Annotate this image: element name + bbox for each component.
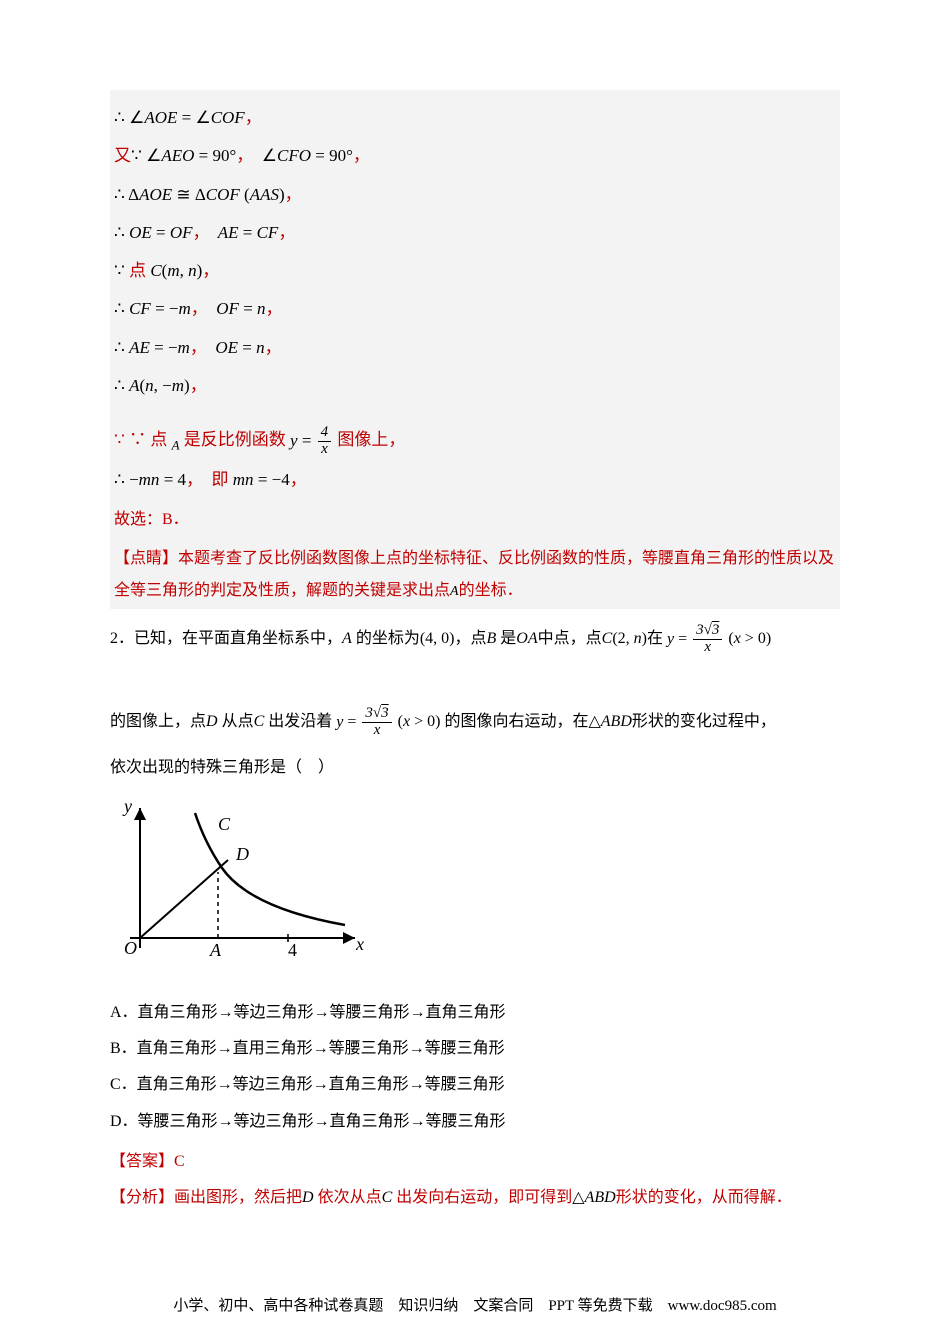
- q2-stem-line2: 的图像上，点D 从点C 出发沿着 y = 3√3x (x > 0) 的图像向右运…: [110, 706, 840, 739]
- q2-stem-line1: 2．已知，在平面直角坐标系中，A 的坐标为(4, 0)，点B 是OA中点，点C(…: [110, 623, 840, 656]
- axis-x-label: x: [355, 934, 364, 954]
- axis-y-label: y: [122, 798, 132, 816]
- origin-label: O: [124, 938, 137, 958]
- frac-den: x: [318, 442, 332, 458]
- proof-line-6: ∴ CF = −m， OF = n，: [114, 293, 836, 325]
- text: 【分析】画出图形，然后把: [110, 1189, 302, 1206]
- point-d-label: D: [235, 844, 249, 864]
- text: 的图像向右运动，在: [444, 713, 588, 730]
- point-c-label: C: [218, 814, 231, 834]
- q2-option-c[interactable]: C．直角三角形→等边三角形→直角三角形→等腰三角形: [110, 1070, 840, 1100]
- text: 形状的变化过程中，: [632, 713, 776, 730]
- proof-block: ∴ ∠AOE = ∠COF， 又∵ ∠AEO = 90°， ∠CFO = 90°…: [110, 90, 840, 609]
- q-number: 2．: [110, 630, 134, 647]
- text: 中点，点: [538, 630, 602, 647]
- q2-stem-line3: 依次出现的特殊三角形是（ ）: [110, 752, 840, 784]
- proof-line-1: ∴ ∠AOE = ∠COF，: [114, 102, 836, 134]
- text: 的坐标为: [356, 630, 420, 647]
- text: 已知，在平面直角坐标系中，: [134, 630, 342, 647]
- q2-answer: 【答案】C: [110, 1147, 840, 1177]
- text: 依次从点: [318, 1189, 382, 1206]
- seg-oa: OA: [516, 630, 537, 647]
- point-d: D: [206, 713, 218, 730]
- proof-line-9: ∵ ∵ 点 A 是反比例函数 y = 4x 图像上，: [114, 424, 836, 458]
- proof-conclusion: 故选：B．: [114, 505, 836, 535]
- page-footer: 小学、初中、高中各种试卷真题 知识归纳 文案合同 PPT 等免费下载 www.d…: [0, 1292, 950, 1321]
- proof-line-5: ∵ 点 C(m, n)，: [114, 255, 836, 287]
- q2-option-b[interactable]: B．直角三角形→直用三角形→等腰三角形→等腰三角形: [110, 1034, 840, 1064]
- text: 图像上，: [337, 430, 405, 449]
- text: 形状的变化，从而得解．: [616, 1189, 792, 1206]
- text: 是反比例函数: [184, 430, 286, 449]
- text: 的坐标．: [459, 582, 523, 599]
- text: 是: [500, 630, 516, 647]
- q2-analysis: 【分析】画出图形，然后把D 依次从点C 出发向右运动，即可得到△ABD形状的变化…: [110, 1182, 840, 1214]
- point-b: B: [487, 630, 497, 647]
- tick-4-label: 4: [288, 940, 297, 960]
- proof-comment: 【点睛】本题考查了反比例函数图像上点的坐标特征、反比例函数的性质，等腰直角三角形…: [114, 543, 836, 607]
- proof-line-2: 又∵ ∠AEO = 90°， ∠CFO = 90°，: [114, 140, 836, 172]
- proof-line-3: ∴ ΔAOE ≅ ΔCOF (AAS)，: [114, 179, 836, 211]
- text: 从点: [222, 713, 254, 730]
- point-c: C: [254, 713, 265, 730]
- proof-line-7: ∴ AE = −m， OE = n，: [114, 332, 836, 364]
- text: ∵ 点: [129, 430, 167, 449]
- text: 即: [212, 470, 229, 489]
- text: ，点: [454, 630, 486, 647]
- frac-num: 4: [318, 425, 332, 442]
- text: 的图像上，点: [110, 713, 206, 730]
- text: 出发向右运动，即可得到: [396, 1189, 572, 1206]
- proof-line-4: ∴ OE = OF， AE = CF，: [114, 217, 836, 249]
- q2-option-d[interactable]: D．等腰三角形→等边三角形→直角三角形→等腰三角形: [110, 1107, 840, 1137]
- text: 出发沿着: [268, 713, 332, 730]
- proof-line-10: ∴ −mn = 4， 即 mn = −4，: [114, 464, 836, 496]
- proof-line-8: ∴ A(n, −m)，: [114, 370, 836, 402]
- point-a: A: [342, 630, 352, 647]
- q2-diagram: y x O A 4 C D: [110, 798, 840, 979]
- text: 在: [647, 630, 663, 647]
- q2-option-a[interactable]: A．直角三角形→等边三角形→等腰三角形→直角三角形: [110, 998, 840, 1028]
- point-a-label: A: [209, 940, 222, 960]
